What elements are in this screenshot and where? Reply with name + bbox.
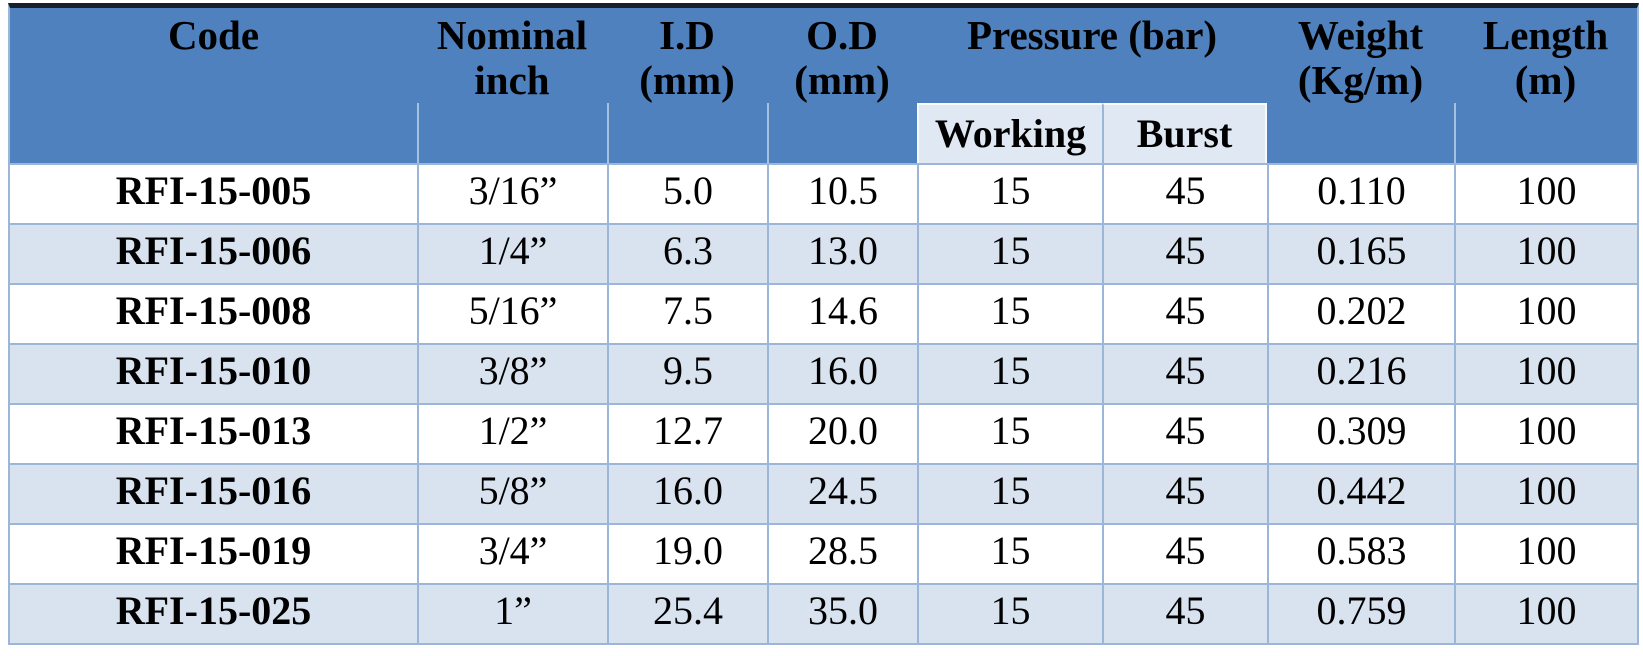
cell-burst-pressure: 45: [1102, 583, 1267, 644]
header-nominal-inch: Nominal inch: [417, 8, 607, 104]
cell-nominal-inch: 5/16”: [417, 283, 607, 344]
cell-nominal-inch: 3/8”: [417, 343, 607, 404]
cell-od-mm: 13.0: [767, 223, 917, 284]
cell-od-mm: 20.0: [767, 403, 917, 464]
cell-code: RFI-15-005: [10, 163, 417, 224]
header-burst: Burst: [1102, 103, 1267, 164]
cell-nominal-inch: 1”: [417, 583, 607, 644]
cell-id-mm: 19.0: [607, 523, 767, 584]
table-row: RFI-15-019 3/4” 19.0 28.5 15 45 0.583 100: [10, 523, 1637, 584]
header-row-main: Code Nominal inch I.D (mm) O.D (mm) Pres…: [10, 8, 1637, 104]
cell-code: RFI-15-010: [10, 343, 417, 404]
cell-nominal-inch: 3/16”: [417, 163, 607, 224]
cell-id-mm: 7.5: [607, 283, 767, 344]
cell-burst-pressure: 45: [1102, 163, 1267, 224]
cell-code: RFI-15-006: [10, 223, 417, 284]
cell-weight-kg-m: 0.216: [1267, 343, 1454, 404]
cell-weight-kg-m: 0.583: [1267, 523, 1454, 584]
cell-length-m: 100: [1454, 583, 1637, 644]
table-header: Code Nominal inch I.D (mm) O.D (mm) Pres…: [10, 8, 1637, 164]
cell-code: RFI-15-016: [10, 463, 417, 524]
cell-burst-pressure: 45: [1102, 523, 1267, 584]
header-code: Code: [10, 8, 417, 104]
cell-od-mm: 16.0: [767, 343, 917, 404]
cell-id-mm: 25.4: [607, 583, 767, 644]
cell-nominal-inch: 5/8”: [417, 463, 607, 524]
cell-burst-pressure: 45: [1102, 223, 1267, 284]
cell-burst-pressure: 45: [1102, 463, 1267, 524]
cell-working-pressure: 15: [917, 403, 1102, 464]
cell-working-pressure: 15: [917, 523, 1102, 584]
cell-id-mm: 9.5: [607, 343, 767, 404]
cell-nominal-inch: 1/2”: [417, 403, 607, 464]
cell-id-mm: 5.0: [607, 163, 767, 224]
header-spacer-length: [1454, 103, 1637, 164]
header-pressure-bar: Pressure (bar): [917, 8, 1267, 104]
header-spacer-weight: [1267, 103, 1454, 164]
cell-burst-pressure: 45: [1102, 343, 1267, 404]
table-body: RFI-15-005 3/16” 5.0 10.5 15 45 0.110 100 RFI-15…: [10, 163, 1637, 644]
cell-od-mm: 10.5: [767, 163, 917, 224]
hose-specification-table: Code Nominal inch I.D (mm) O.D (mm) Pres…: [8, 3, 1639, 646]
cell-working-pressure: 15: [917, 583, 1102, 644]
cell-weight-kg-m: 0.202: [1267, 283, 1454, 344]
cell-id-mm: 12.7: [607, 403, 767, 464]
cell-length-m: 100: [1454, 403, 1637, 464]
table-row: RFI-15-006 1/4” 6.3 13.0 15 45 0.165 100: [10, 223, 1637, 284]
cell-id-mm: 16.0: [607, 463, 767, 524]
cell-id-mm: 6.3: [607, 223, 767, 284]
header-spacer-od: [767, 103, 917, 164]
header-working: Working: [917, 103, 1102, 164]
cell-code: RFI-15-013: [10, 403, 417, 464]
table-row: RFI-15-010 3/8” 9.5 16.0 15 45 0.216 100: [10, 343, 1637, 404]
header-od-mm: O.D (mm): [767, 8, 917, 104]
header-weight-kg-m: Weight (Kg/m): [1267, 8, 1454, 104]
table-row: RFI-15-008 5/16” 7.5 14.6 15 45 0.202 100: [10, 283, 1637, 344]
cell-od-mm: 28.5: [767, 523, 917, 584]
cell-weight-kg-m: 0.110: [1267, 163, 1454, 224]
cell-od-mm: 35.0: [767, 583, 917, 644]
header-row-sub: Working Burst: [10, 103, 1637, 164]
header-id-mm: I.D (mm): [607, 8, 767, 104]
cell-working-pressure: 15: [917, 163, 1102, 224]
header-spacer-id: [607, 103, 767, 164]
cell-length-m: 100: [1454, 223, 1637, 284]
cell-od-mm: 24.5: [767, 463, 917, 524]
cell-code: RFI-15-008: [10, 283, 417, 344]
table-row: RFI-15-013 1/2” 12.7 20.0 15 45 0.309 100: [10, 403, 1637, 464]
header-spacer-nominal: [417, 103, 607, 164]
cell-weight-kg-m: 0.759: [1267, 583, 1454, 644]
cell-length-m: 100: [1454, 343, 1637, 404]
cell-burst-pressure: 45: [1102, 283, 1267, 344]
table-row: RFI-15-016 5/8” 16.0 24.5 15 45 0.442 100: [10, 463, 1637, 524]
cell-nominal-inch: 3/4”: [417, 523, 607, 584]
cell-length-m: 100: [1454, 283, 1637, 344]
cell-length-m: 100: [1454, 523, 1637, 584]
cell-nominal-inch: 1/4”: [417, 223, 607, 284]
cell-code: RFI-15-019: [10, 523, 417, 584]
cell-burst-pressure: 45: [1102, 403, 1267, 464]
cell-weight-kg-m: 0.309: [1267, 403, 1454, 464]
cell-working-pressure: 15: [917, 283, 1102, 344]
cell-working-pressure: 15: [917, 223, 1102, 284]
cell-length-m: 100: [1454, 463, 1637, 524]
header-spacer-code: [10, 103, 417, 164]
table-row: RFI-15-025 1” 25.4 35.0 15 45 0.759 100: [10, 583, 1637, 644]
cell-working-pressure: 15: [917, 463, 1102, 524]
cell-length-m: 100: [1454, 163, 1637, 224]
cell-weight-kg-m: 0.442: [1267, 463, 1454, 524]
cell-working-pressure: 15: [917, 343, 1102, 404]
table-row: RFI-15-005 3/16” 5.0 10.5 15 45 0.110 100: [10, 163, 1637, 224]
cell-od-mm: 14.6: [767, 283, 917, 344]
cell-code: RFI-15-025: [10, 583, 417, 644]
header-length-m: Length (m): [1454, 8, 1637, 104]
cell-weight-kg-m: 0.165: [1267, 223, 1454, 284]
